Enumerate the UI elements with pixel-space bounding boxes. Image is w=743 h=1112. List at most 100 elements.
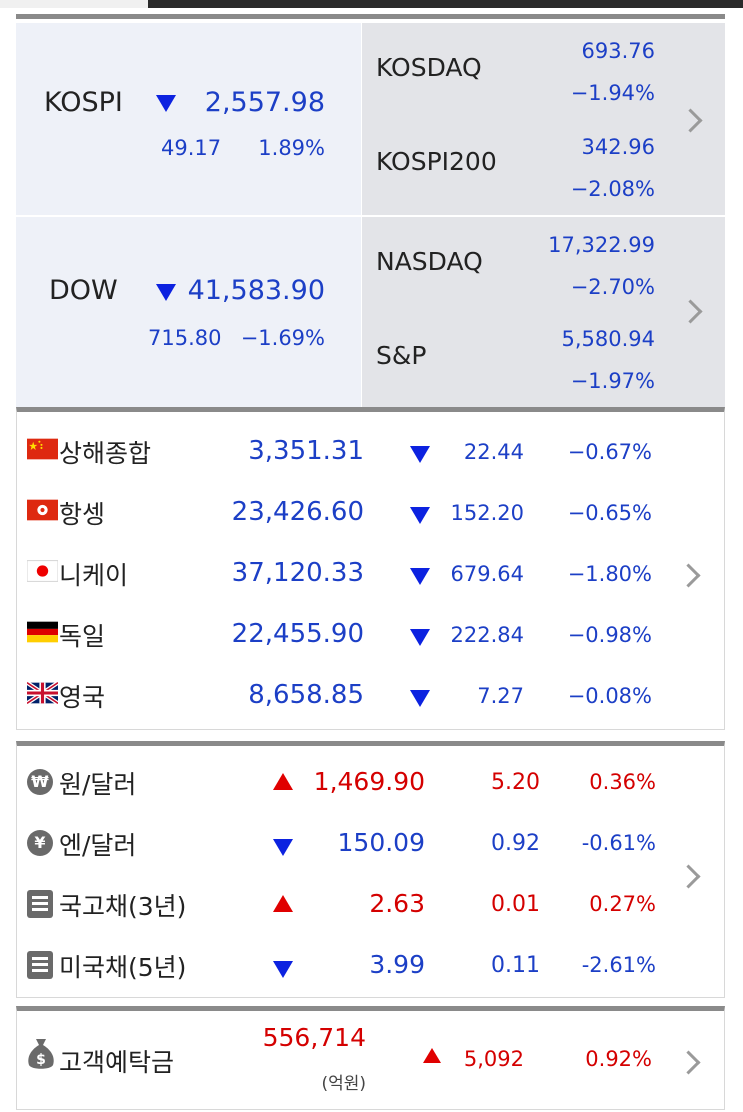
down-arrow-icon [156,284,176,301]
list-item[interactable]: 미국채(5년) 3.99 0.11 -2.61% [17,934,724,995]
bond-pct: -2.61% [581,953,656,977]
dow-panel[interactable]: DOW 41,583.90 715.80 −1.69% [16,217,361,409]
list-item[interactable]: 영국 8,658.85 7.27 −0.08% [17,664,724,725]
index-name: 상해종합 [59,439,152,468]
bond-change: 0.01 [491,892,540,917]
document-icon [27,951,53,979]
document-icon [27,890,53,918]
index-pct: −0.98% [567,623,652,647]
kospi-panel[interactable]: KOSPI 2,557.98 49.17 1.89% [16,23,361,215]
deposit-value: 556,714 [262,1023,366,1052]
up-arrow-icon [273,895,293,912]
dow-label: DOW [49,275,118,306]
index-change: 22.44 [463,440,524,464]
kospi-change: 49.17 [161,136,222,160]
index-change: 7.27 [477,684,524,708]
index-change: 679.64 [450,562,524,586]
bond-value: 2.63 [369,889,425,918]
hongkong-flag-icon [27,499,58,521]
deposit-unit: (억원) [321,1074,366,1094]
nasdaq-sp-panel[interactable]: NASDAQ 17,322.99 −2.70% S&P 5,580.94 −1.… [361,217,725,409]
chevron-right-icon[interactable] [678,108,703,133]
list-item[interactable]: ¥ 엔/달러 150.09 0.92 -0.61% [17,812,724,873]
down-arrow-icon [273,839,293,856]
bond-pct: 0.27% [589,892,656,916]
kospi-pct: 1.89% [258,136,325,160]
index-value: 23,426.60 [231,497,364,527]
nasdaq-pct: −2.70% [570,275,655,299]
fx-value: 1,469.90 [313,767,425,796]
up-arrow-icon [273,773,293,790]
down-arrow-icon [273,961,293,978]
down-arrow-icon [410,629,430,646]
index-pct: −0.65% [567,501,652,525]
kospi-label: KOSPI [44,87,123,118]
index-name: 독일 [59,622,106,651]
sp-pct: −1.97% [570,369,655,393]
index-name: 영국 [59,683,106,712]
bond-value: 3.99 [369,950,425,979]
bond-name: 미국채(5년) [59,953,187,982]
dow-pct: −1.69% [240,326,325,350]
sp-label: S&P [376,341,427,370]
fx-pct: 0.36% [589,770,656,794]
fx-name: 엔/달러 [59,831,137,860]
main-index-card: KOSPI 2,557.98 49.17 1.89% KOSDAQ 693.76… [16,14,725,409]
kosdaq-kospi200-panel[interactable]: KOSDAQ 693.76 −1.94% KOSPI200 342.96 −2.… [361,23,725,215]
bond-name: 국고채(3년) [59,892,187,921]
won-icon: ₩ [27,769,53,795]
index-pct: −0.08% [567,684,652,708]
index-change: 152.20 [450,501,524,525]
list-item[interactable]: 항셍 23,426.60 152.20 −0.65% [17,481,724,542]
dow-value: 41,583.90 [187,275,325,306]
kosdaq-label: KOSDAQ [376,53,482,82]
down-arrow-icon [410,568,430,585]
index-value: 37,120.33 [231,558,364,588]
svg-text:$: $ [36,1052,46,1068]
nasdaq-label: NASDAQ [376,247,483,276]
japan-flag-icon [27,560,58,582]
deposit-name: 고객예탁금 [59,1048,175,1077]
index-pct: −0.67% [567,440,652,464]
bond-change: 0.11 [491,953,540,978]
down-arrow-icon [410,507,430,524]
down-arrow-icon [410,690,430,707]
top-tab-bar [0,0,743,8]
kospi200-value: 342.96 [581,135,655,159]
down-arrow-icon [410,446,430,463]
fx-pct: -0.61% [581,831,656,855]
kosdaq-value: 693.76 [581,39,655,63]
uk-flag-icon [27,682,58,704]
index-value: 22,455.90 [231,619,364,649]
fx-change: 0.92 [491,831,540,856]
germany-flag-icon [27,621,58,643]
index-name: 항셍 [59,500,106,529]
world-index-card[interactable]: 상해종합 3,351.31 22.44 −0.67% 항셍 23,426.60 … [16,407,725,730]
deposit-card[interactable]: $ 고객예탁금 556,714 (억원) 5,092 0.92% [16,1006,725,1110]
index-name: 니케이 [59,561,129,590]
up-arrow-icon [423,1048,441,1063]
china-flag-icon [27,438,58,460]
money-bag-icon: $ [28,1039,54,1069]
us-index-row[interactable]: DOW 41,583.90 715.80 −1.69% NASDAQ 17,32… [16,216,725,409]
sp-value: 5,580.94 [561,327,655,351]
chevron-right-icon[interactable] [678,299,703,324]
list-item[interactable]: 니케이 37,120.33 679.64 −1.80% [17,542,724,603]
fx-change: 5.20 [491,770,540,795]
chevron-right-icon[interactable] [676,1050,701,1075]
deposit-pct: 0.92% [585,1047,652,1071]
list-item[interactable]: 독일 22,455.90 222.84 −0.98% [17,603,724,664]
kospi200-pct: −2.08% [570,177,655,201]
down-arrow-icon [156,95,176,112]
domestic-index-row[interactable]: KOSPI 2,557.98 49.17 1.89% KOSDAQ 693.76… [16,23,725,215]
fx-bond-card[interactable]: ₩ 원/달러 1,469.90 5.20 0.36% ¥ 엔/달러 150.09… [16,741,725,998]
list-item[interactable]: 상해종합 3,351.31 22.44 −0.67% [17,420,724,481]
dow-change: 715.80 [148,326,222,350]
kospi200-label: KOSPI200 [376,147,497,176]
index-change: 222.84 [450,623,524,647]
fx-name: 원/달러 [59,770,137,799]
kosdaq-pct: −1.94% [570,81,655,105]
list-item[interactable]: ₩ 원/달러 1,469.90 5.20 0.36% [17,751,724,812]
active-tab[interactable] [0,0,148,8]
list-item[interactable]: 국고채(3년) 2.63 0.01 0.27% [17,873,724,934]
